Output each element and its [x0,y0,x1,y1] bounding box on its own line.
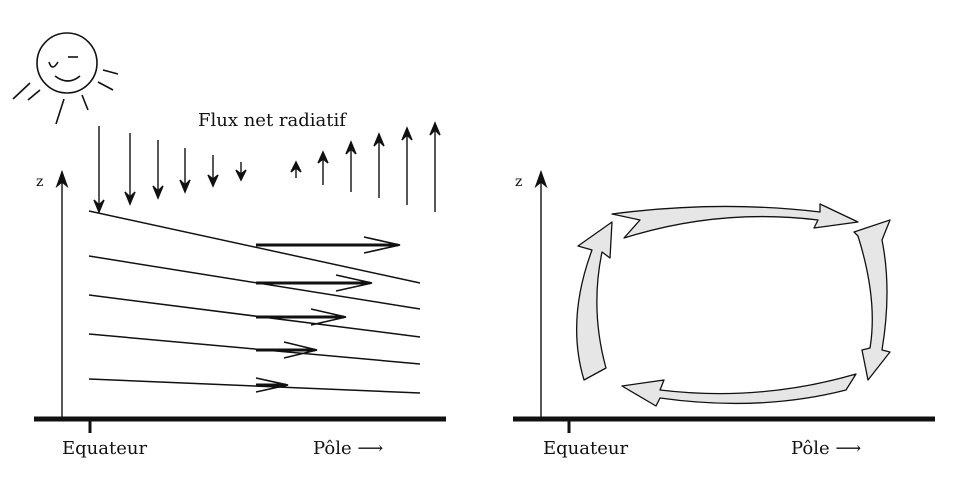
heat-transport-arrows [255,236,401,393]
z-axis-label-right: z [515,174,523,190]
flux-arrows-down [93,126,247,214]
isentrope-lines [88,210,421,394]
flux-arrows-up [290,121,441,212]
pole-label-right: Pôle ⟶ [791,438,862,459]
pole-label-left: Pôle ⟶ [313,438,384,459]
z-axis-label-left: z [36,174,44,190]
circulation-arrow-bottom [621,373,857,407]
z-axis-left [55,169,69,418]
circulation-arrow-top [611,203,859,239]
flux-label: Flux net radiatif [198,110,346,131]
equator-label-right: Equateur [543,438,629,459]
z-axis-right [534,169,548,418]
ground-right [513,416,935,433]
sun-icon [12,32,119,125]
circulation-arrow-right [853,219,891,381]
ground-left [34,416,446,433]
right-panel [513,169,935,433]
equator-label-left: Equateur [62,438,148,459]
left-panel [12,32,446,433]
circulation-arrow-left [575,221,613,381]
circulation-cell [575,203,891,407]
